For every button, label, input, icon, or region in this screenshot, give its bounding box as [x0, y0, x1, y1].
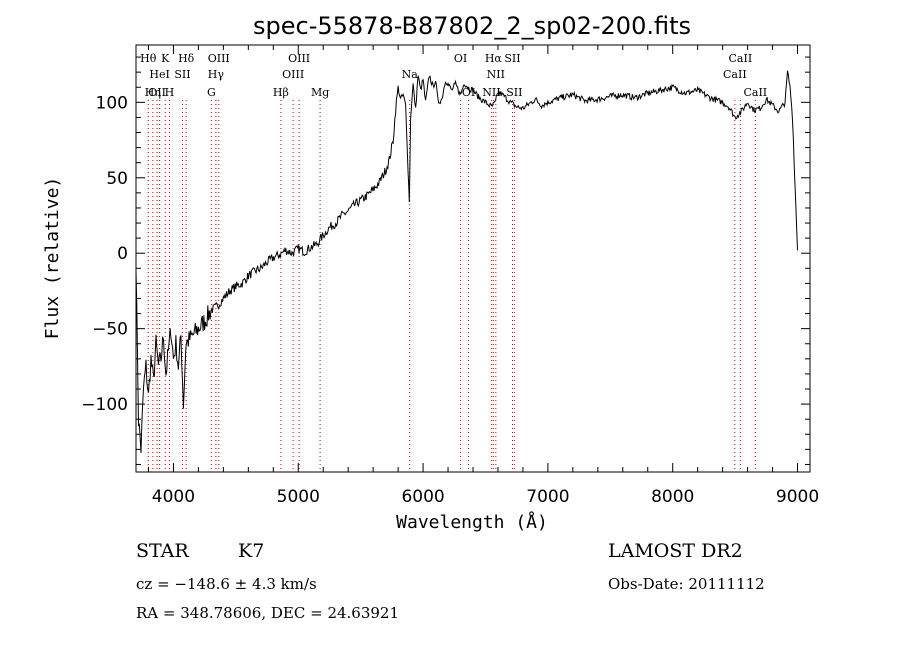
- y-axis-ticks: −100 −50 0 50 100: [81, 56, 810, 465]
- marker-label: OIII: [208, 52, 230, 65]
- marker-label: OII: [148, 86, 166, 99]
- plot-frame: [135, 44, 811, 473]
- marker-label: OIII: [288, 52, 310, 65]
- marker-label: OI: [454, 52, 467, 65]
- marker-label: G: [207, 86, 216, 99]
- y-tick-label: 50: [106, 169, 128, 189]
- x-tick-label: 8000: [651, 487, 694, 507]
- marker-label: H: [165, 86, 175, 99]
- marker-label: Hγ: [208, 68, 225, 81]
- marker-label: K: [161, 52, 170, 65]
- x-tick-label: 6000: [401, 487, 444, 507]
- marker-label: Hα: [485, 52, 503, 65]
- marker-label: Hβ: [273, 86, 289, 99]
- marker-label: OIII: [282, 68, 304, 81]
- x-tick-label: 7000: [526, 487, 569, 507]
- marker-label: HeI: [149, 68, 169, 81]
- x-axis-ticks: 4000 5000 6000 7000 8000 9000: [147, 45, 819, 507]
- obs-date: Obs-Date: 20111112: [608, 575, 765, 593]
- x-tick-label: 9000: [776, 487, 819, 507]
- x-axis-label: Wavelength (Å): [396, 511, 548, 533]
- y-tick-label: 100: [96, 93, 128, 113]
- x-tick-label: 5000: [277, 487, 320, 507]
- marker-label: OI: [462, 86, 475, 99]
- marker-label: NII: [487, 68, 505, 81]
- y-axis-label: Flux (relative): [42, 177, 63, 340]
- redshift-readout: cz = −148.6 ± 4.3 km/s: [136, 575, 317, 593]
- x-tick-label: 4000: [152, 487, 195, 507]
- chart-title: spec-55878-B87802_2_sp02-200.fits: [253, 12, 691, 40]
- marker-label: SII: [174, 68, 190, 81]
- marker-label: Mg: [311, 86, 329, 99]
- y-tick-label: −100: [81, 395, 128, 415]
- coordinates: RA = 348.78606, DEC = 24.63921: [136, 604, 400, 622]
- marker-label: CaII: [729, 52, 753, 65]
- marker-label: Hη: [145, 86, 161, 99]
- marker-label: Hδ: [178, 52, 195, 65]
- marker-label: Na: [402, 68, 419, 81]
- marker-label: SII: [506, 86, 522, 99]
- survey-name: LAMOST DR2: [608, 540, 743, 562]
- marker-label: CaII: [743, 86, 767, 99]
- marker-label: Hθ: [140, 52, 157, 65]
- y-tick-label: −50: [92, 320, 128, 340]
- y-tick-label: 0: [117, 244, 128, 264]
- object-class: STAR: [136, 540, 189, 562]
- subclass: K7: [238, 540, 265, 562]
- marker-label: CaII: [723, 68, 747, 81]
- marker-label: SII: [504, 52, 520, 65]
- spectrum-line: [135, 70, 798, 454]
